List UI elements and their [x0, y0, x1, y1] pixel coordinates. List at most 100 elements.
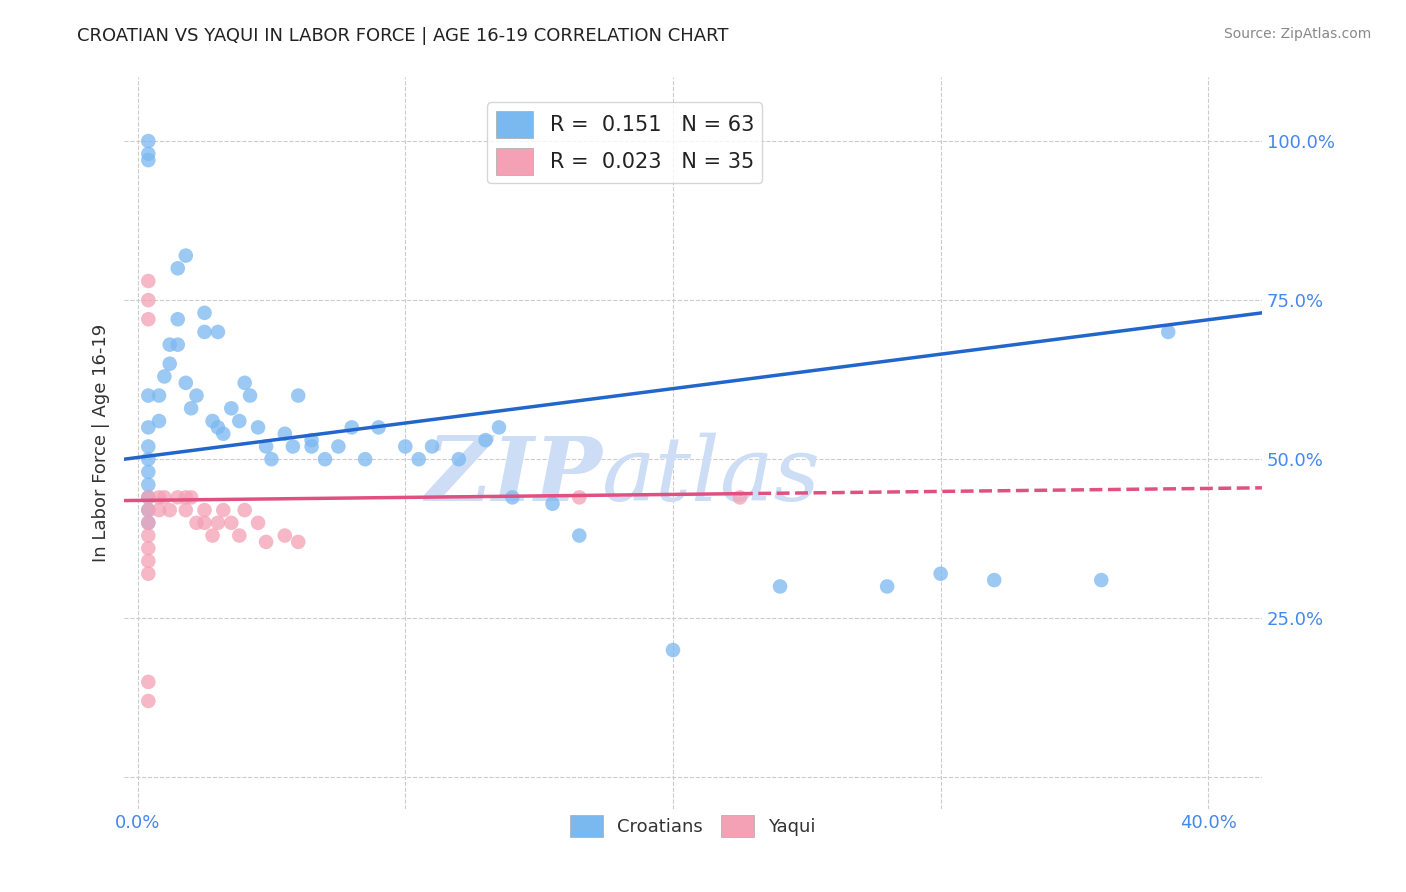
Point: [136, 440, 159, 454]
Point: [568, 491, 591, 505]
Point: [136, 566, 159, 581]
Point: [186, 516, 208, 530]
Point: [420, 440, 443, 454]
Point: [159, 357, 181, 371]
Point: [212, 503, 235, 517]
Point: [314, 452, 336, 467]
Point: [394, 440, 416, 454]
Point: [340, 420, 363, 434]
Point: [212, 426, 235, 441]
Point: [136, 541, 159, 556]
Point: [876, 579, 898, 593]
Point: [148, 491, 170, 505]
Point: [367, 420, 389, 434]
Point: [983, 573, 1005, 587]
Point: [136, 491, 159, 505]
Point: [221, 401, 243, 416]
Point: [474, 433, 496, 447]
Point: [136, 388, 159, 402]
Point: [207, 325, 229, 339]
Point: [148, 414, 170, 428]
Point: [136, 503, 159, 517]
Point: [301, 440, 323, 454]
Point: [247, 420, 270, 434]
Point: [174, 503, 197, 517]
Text: ZIP: ZIP: [426, 433, 602, 519]
Point: [136, 694, 159, 708]
Point: [148, 503, 170, 517]
Point: [354, 452, 377, 467]
Point: [136, 153, 159, 168]
Point: [328, 440, 350, 454]
Point: [408, 452, 430, 467]
Point: [136, 274, 159, 288]
Point: [136, 503, 159, 517]
Point: [287, 388, 309, 402]
Point: [233, 376, 256, 390]
Point: [274, 426, 297, 441]
Point: [136, 516, 159, 530]
Point: [166, 312, 188, 326]
Point: [193, 306, 215, 320]
Point: [769, 579, 792, 593]
Point: [254, 440, 277, 454]
Point: [193, 516, 215, 530]
Point: [247, 516, 270, 530]
Point: [201, 414, 224, 428]
Point: [153, 491, 176, 505]
Point: [136, 528, 159, 542]
Point: [274, 528, 297, 542]
Point: [233, 503, 256, 517]
Point: [281, 440, 304, 454]
Point: [174, 491, 197, 505]
Point: [136, 420, 159, 434]
Point: [193, 503, 215, 517]
Point: [662, 643, 685, 657]
Point: [153, 369, 176, 384]
Point: [166, 337, 188, 351]
Text: atlas: atlas: [602, 433, 821, 520]
Point: [159, 337, 181, 351]
Point: [239, 388, 262, 402]
Point: [228, 414, 250, 428]
Point: [186, 388, 208, 402]
Point: [136, 312, 159, 326]
Point: [148, 388, 170, 402]
Point: [260, 452, 283, 467]
Point: [136, 134, 159, 148]
Point: [447, 452, 470, 467]
Point: [136, 465, 159, 479]
Point: [180, 401, 202, 416]
Point: [136, 146, 159, 161]
Point: [166, 491, 188, 505]
Text: CROATIAN VS YAQUI IN LABOR FORCE | AGE 16-19 CORRELATION CHART: CROATIAN VS YAQUI IN LABOR FORCE | AGE 1…: [77, 27, 728, 45]
Point: [136, 452, 159, 467]
Point: [136, 516, 159, 530]
Point: [501, 491, 523, 505]
Point: [201, 528, 224, 542]
Point: [541, 497, 564, 511]
Point: [136, 674, 159, 689]
Point: [1157, 325, 1180, 339]
Point: [228, 528, 250, 542]
Point: [254, 535, 277, 549]
Point: [180, 491, 202, 505]
Point: [301, 433, 323, 447]
Y-axis label: In Labor Force | Age 16-19: In Labor Force | Age 16-19: [93, 324, 110, 563]
Point: [207, 516, 229, 530]
Point: [728, 491, 751, 505]
Point: [929, 566, 952, 581]
Point: [166, 261, 188, 276]
Point: [136, 491, 159, 505]
Point: [568, 528, 591, 542]
Point: [488, 420, 510, 434]
Point: [136, 554, 159, 568]
Point: [1090, 573, 1112, 587]
Point: [136, 477, 159, 491]
Point: [174, 249, 197, 263]
Point: [193, 325, 215, 339]
Point: [174, 376, 197, 390]
Point: [159, 503, 181, 517]
Point: [287, 535, 309, 549]
Text: Source: ZipAtlas.com: Source: ZipAtlas.com: [1223, 27, 1371, 41]
